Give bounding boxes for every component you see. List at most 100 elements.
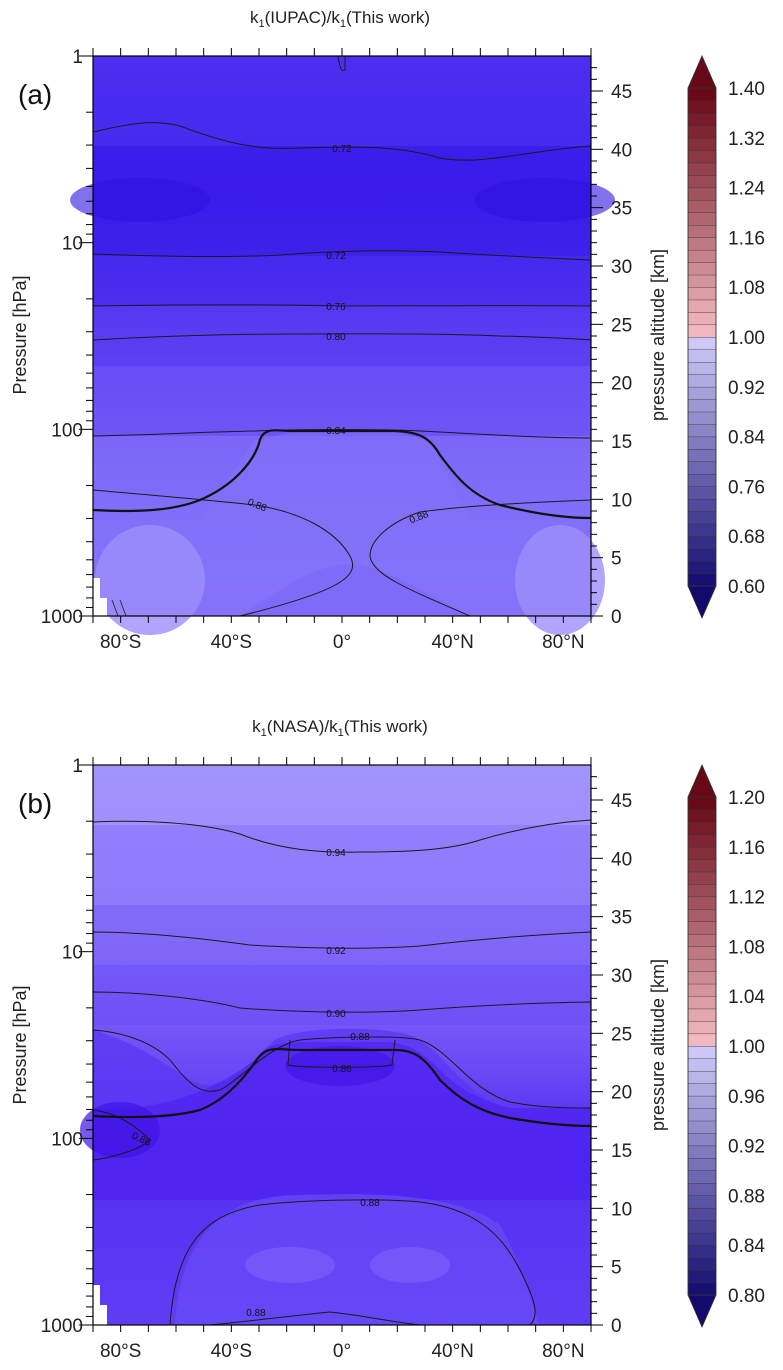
contour-label: 0.84 [326,426,346,437]
colorbar-segment [687,796,717,810]
colorbar-segment [687,125,717,139]
colorbar-segment [687,1120,717,1134]
colorbar-segment [687,237,717,251]
colorbar-segment [687,523,717,537]
contour-label: 0.88 [350,1032,370,1043]
colorbar-segment [687,846,717,860]
colorbar-segment [687,896,717,910]
y-tick-label: 1 [72,756,83,777]
colorbar-segment [687,1220,717,1234]
colorbar-segment [687,1070,717,1084]
colorbar-segment [687,1132,717,1147]
colorbar-segment [687,311,717,326]
colorbar-tick-label: 0.84 [728,1236,765,1257]
y2-tick-label: 25 [611,1024,632,1045]
panel-b-y2-axis: 0 5 10 15 20 25 30 35 40 45 [591,776,632,1337]
colorbar-segment [687,1182,717,1196]
colorbar-segment [687,436,717,450]
panel-a-ylabel: Pressure [hPa] [10,275,30,394]
y2-tick-label: 20 [611,1083,632,1104]
y2-tick-label: 25 [611,315,632,336]
colorbar-segment [687,1269,717,1284]
colorbar-tick-label: 1.12 [728,888,765,909]
colorbar-segment [687,511,717,525]
colorbar-tick-label: 0.76 [728,477,765,498]
panel-a-y-axis: 1 10 100 1000 [41,47,93,628]
x-tick-label: 40°N [431,1341,473,1362]
contour-label: 0.90 [326,1009,346,1020]
colorbar-tick-label: 0.68 [728,527,765,548]
colorbar-tick-label: 1.08 [728,937,765,958]
contour-label: 0.86 [332,1064,352,1075]
colorbar-segment [687,150,717,164]
colorbar-segment [687,473,717,487]
contour-label: 0.80 [326,332,346,343]
colorbar-segment [687,423,717,438]
colorbar-tick-label: 1.16 [728,838,765,859]
panel-b-label: (b) [18,788,52,819]
colorbar-segment [687,573,717,587]
y-tick-label: 100 [51,1129,83,1150]
contour-label: 0.76 [326,302,346,313]
colorbar-segment [687,548,717,562]
panel-b: k1(NASA)/k1(This work) [10,717,765,1362]
colorbar-segment [687,262,717,276]
y2-tick-label: 5 [611,1258,622,1279]
colorbar-segment [687,1257,717,1271]
y2-tick-label: 40 [611,140,632,161]
x-tick-label: 80°N [542,1341,584,1362]
colorbar-segment [687,361,717,375]
y2-tick-label: 45 [611,82,632,103]
colorbar-tick-label: 0.80 [728,1286,765,1307]
colorbar-segment [687,1020,717,1035]
colorbar-min-arrow [687,585,717,619]
y2-tick-label: 15 [611,432,632,453]
y-tick-label: 1000 [41,607,83,628]
colorbar-segment [687,1207,717,1221]
colorbar-segment [687,274,717,288]
colorbar-min-arrow [687,1294,717,1328]
y2-tick-label: 0 [611,607,622,628]
x-tick-label: 40°N [431,632,473,653]
colorbar-segment [687,921,717,935]
colorbar-tick-label: 1.20 [728,788,765,809]
y2-tick-label: 30 [611,966,632,987]
contour-label: 0.72 [332,144,352,155]
panel-b-y2label: pressure altitude [km] [648,959,668,1131]
colorbar-segment [687,299,717,313]
colorbar-segment [687,871,717,885]
colorbar-segment [687,1058,717,1072]
colorbar-segment [687,486,717,500]
colorbar-segment [687,821,717,835]
panel-b-y-axis: 1 10 100 1000 [41,756,93,1337]
colorbar-segment [687,212,717,226]
colorbar-segment [687,1083,717,1097]
colorbar-max-arrow [687,764,717,798]
y2-tick-label: 5 [611,549,622,570]
y-tick-label: 10 [62,943,83,964]
colorbar-segment [687,498,717,512]
colorbar-segment [687,996,717,1010]
x-tick-label: 80°S [100,1341,141,1362]
x-tick-label: 0° [333,1341,351,1362]
colorbar-segment [687,971,717,985]
contour-label: 0.94 [326,848,346,859]
colorbar-segment [687,883,717,898]
colorbar-segment [687,1170,717,1184]
y-tick-label: 100 [51,420,83,441]
panel-a-label: (a) [18,79,52,110]
colorbar-tick-label: 0.92 [728,1137,765,1158]
colorbar-segment [687,1045,717,1059]
x-tick-label: 0° [333,632,351,653]
colorbar-segment [687,448,717,462]
colorbar-segment [687,349,717,363]
contour-label: 0.88 [246,1308,266,1319]
colorbar-segment [687,336,717,350]
y2-tick-label: 15 [611,1141,632,1162]
colorbar-segment [687,137,717,151]
panel-a-y2label: pressure altitude [km] [648,249,668,421]
colorbar-segment [687,386,717,400]
colorbar-segment [687,933,717,947]
colorbar-segment [687,1095,717,1109]
colorbar-tick-label: 1.40 [728,79,765,100]
